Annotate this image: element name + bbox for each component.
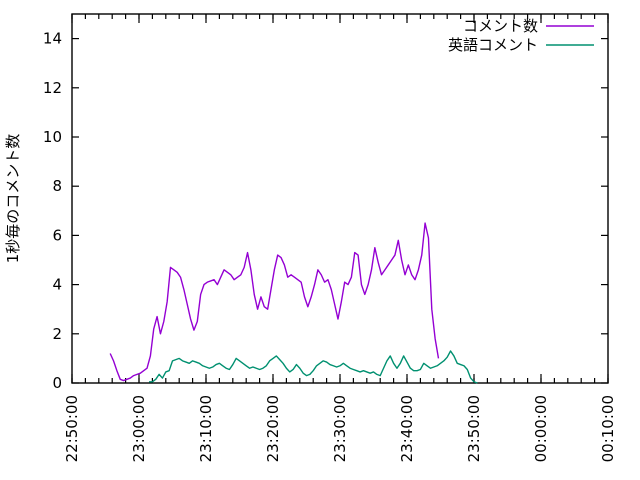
- x-tick-label: 23:50:00: [465, 395, 483, 462]
- y-tick-label: 4: [52, 276, 62, 294]
- y-tick-label: 14: [43, 30, 62, 48]
- y-tick-label: 2: [52, 325, 62, 343]
- y-axis-title: 1秒毎のコメント数: [4, 134, 22, 264]
- x-tick-label: 23:20:00: [264, 395, 282, 462]
- y-tick-label: 0: [52, 374, 62, 392]
- y-tick-label: 10: [43, 128, 62, 146]
- axis-tickmarks: [71, 14, 609, 384]
- x-axis-tick-labels: 22:50:00 23:00:00 23:10:00 23:20:00 23:30:00…: [63, 395, 617, 462]
- y-tick-label: 8: [52, 177, 62, 195]
- y-tick-label: 12: [43, 79, 62, 97]
- x-tick-label: 22:50:00: [63, 395, 81, 462]
- x-tick-label: 23:10:00: [197, 395, 215, 462]
- data-series-group: [109, 222, 478, 384]
- x-tick-label: 23:00:00: [130, 395, 148, 462]
- series-line-1: [109, 222, 440, 382]
- y-tick-label: 6: [52, 226, 62, 244]
- legend-label-1: コメント数: [463, 17, 538, 35]
- x-tick-label: 00:00:00: [532, 395, 550, 462]
- plot-frame: [71, 13, 609, 384]
- x-tick-label: 23:30:00: [331, 395, 349, 462]
- y-axis-tick-labels: 0 2 4 6 8 10 12 14: [43, 30, 62, 392]
- legend-label-2: 英語コメント: [448, 36, 538, 54]
- x-tick-label: 00:10:00: [599, 395, 617, 462]
- series-line-2: [149, 350, 478, 384]
- x-tick-label: 23:40:00: [398, 395, 416, 462]
